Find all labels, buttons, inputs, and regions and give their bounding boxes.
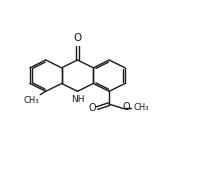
Text: O: O bbox=[88, 103, 96, 113]
Text: CH₃: CH₃ bbox=[23, 96, 38, 105]
Text: NH: NH bbox=[71, 95, 84, 104]
Text: CH₃: CH₃ bbox=[133, 103, 149, 112]
Text: O: O bbox=[73, 33, 82, 43]
Text: O: O bbox=[123, 102, 130, 112]
